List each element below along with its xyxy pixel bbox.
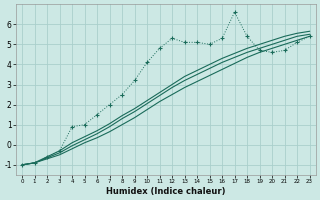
X-axis label: Humidex (Indice chaleur): Humidex (Indice chaleur): [106, 187, 226, 196]
